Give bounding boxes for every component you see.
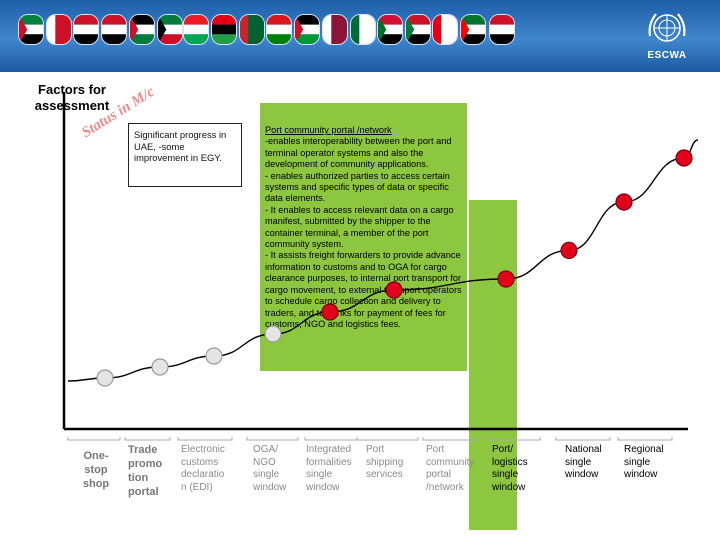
stage-marker-6 (385, 281, 403, 299)
stage-label-10: Regional single window (624, 444, 664, 480)
stage-tick-7 (422, 437, 479, 441)
stage-marker-2 (151, 358, 169, 376)
iraq-flag-icon (101, 14, 127, 45)
stage-tick-1 (67, 437, 121, 441)
progress-callout: Significant progress in UAE, -some impro… (128, 123, 242, 187)
stage-label-2: Trade promo tion portal (128, 444, 163, 498)
stage-marker-5 (321, 303, 339, 321)
morocco-flag-icon (239, 14, 265, 45)
kuwait-flag-icon (157, 14, 183, 45)
libya-flag-icon (211, 14, 237, 45)
uae2-flag-icon (460, 14, 486, 45)
stage-markers (96, 149, 693, 387)
stage-marker-9 (615, 193, 633, 211)
stage-tick-5 (304, 437, 358, 441)
jordan-flag-icon (129, 14, 155, 45)
stage-label-8: Port/ logistics single window (492, 444, 528, 493)
stage-tick-3 (177, 437, 233, 441)
stage-marker-1 (96, 369, 114, 387)
stage-tick-8 (487, 437, 541, 441)
stage-ticks (67, 437, 673, 441)
stage-tick-6 (356, 437, 419, 441)
stage-marker-3 (205, 347, 223, 365)
stage-label-9: National single window (565, 444, 602, 480)
escwa-logo-text: ESCWA (647, 50, 687, 61)
un-emblem-icon (648, 13, 686, 42)
uae-flag-icon (18, 14, 44, 45)
flags-banner: ESCWA (0, 0, 720, 72)
stage-label-3: Electronic customs declaratio n (EDI) (181, 444, 225, 493)
qatar-flag-icon (322, 14, 348, 45)
port-portal-highlight-bar (469, 200, 517, 530)
stage-tick-9 (555, 437, 611, 441)
bahrain-flag-icon (46, 14, 72, 45)
yemen-flag-icon (489, 14, 515, 45)
saudi-flag-icon (350, 14, 376, 45)
egypt-flag-icon (73, 14, 99, 45)
stage-label-6: Port shipping services (366, 444, 404, 480)
stage-marker-7 (497, 270, 515, 288)
stage-tick-4 (246, 437, 299, 441)
tunisia-flag-icon (432, 14, 458, 45)
stage-tick-2 (124, 437, 171, 441)
sudan-flag-icon (377, 14, 403, 45)
oman-flag-icon (266, 14, 292, 45)
stage-marker-4 (264, 325, 282, 343)
stage-label-5: Integrated formalities single window (306, 444, 352, 493)
lebanon-flag-icon (183, 14, 209, 45)
stage-label-7: Port community portal /network (426, 444, 475, 493)
stage-label-4: OGA/ NGO single window (253, 444, 287, 493)
stage-tick-10 (617, 437, 673, 441)
stage-label-1: One- stop shop (82, 450, 110, 490)
syria-flag-icon (405, 14, 431, 45)
stage-marker-10 (675, 149, 693, 167)
y-axis-label: Factors for assessment (34, 82, 110, 113)
palestine-flag-icon (294, 14, 320, 45)
stage-marker-8 (560, 241, 578, 259)
port-portal-title: Port community portal /network (265, 125, 392, 135)
